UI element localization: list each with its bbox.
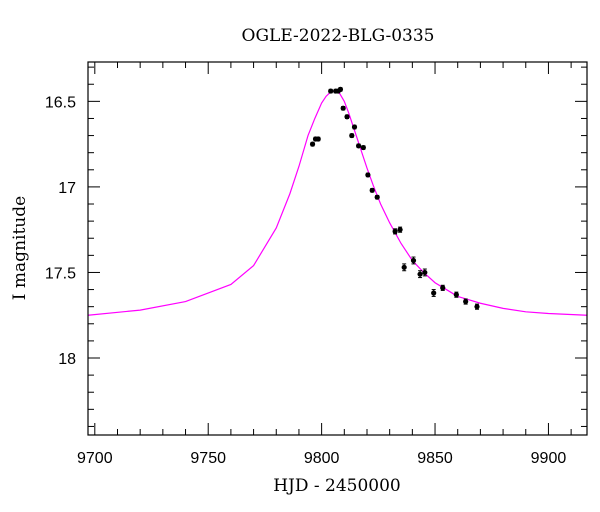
data-point [309, 141, 316, 147]
data-point [440, 285, 446, 291]
data-point [365, 172, 371, 178]
plot-frame [87, 61, 588, 436]
data-point [397, 227, 403, 233]
data-point [355, 143, 362, 149]
data-point [360, 144, 366, 151]
data-point [340, 105, 346, 111]
data-point [422, 269, 428, 276]
data-point [431, 290, 437, 296]
y-axis-label: I magnitude [10, 196, 30, 300]
model-curve-line [87, 90, 588, 316]
x-tick-label: 9800 [304, 450, 340, 467]
y-tick-label: 18 [58, 351, 76, 368]
data-point [369, 187, 375, 193]
axis-ticks [88, 62, 587, 435]
chart-title: OGLE-2022-BLG-0335 [242, 26, 435, 46]
data-point [351, 124, 358, 130]
data-point [410, 257, 417, 264]
data-point [374, 194, 380, 200]
x-axis-label: HJD - 2450000 [273, 476, 401, 496]
data-point [401, 264, 407, 270]
y-tick-label: 16.5 [45, 94, 76, 111]
axis-tick-labels: 9700 9750 9800 9850 9900 16.5 17 17.5 18 [45, 94, 566, 467]
model-curve [87, 90, 588, 316]
data-point [453, 292, 459, 298]
y-tick-label: 17 [58, 180, 76, 197]
data-point [349, 132, 355, 139]
x-tick-label: 9850 [417, 450, 453, 467]
data-point [328, 88, 334, 94]
observation-points [309, 86, 480, 310]
data-point [463, 298, 469, 305]
x-tick-label: 9700 [77, 450, 113, 467]
y-tick-label: 17.5 [45, 265, 76, 282]
data-point [474, 304, 480, 310]
data-point [337, 86, 344, 92]
data-point [392, 228, 398, 234]
data-point [344, 114, 350, 120]
data-point [315, 136, 321, 142]
x-tick-label: 9750 [190, 450, 226, 467]
data-point [417, 271, 423, 277]
x-tick-label: 9900 [531, 450, 567, 467]
